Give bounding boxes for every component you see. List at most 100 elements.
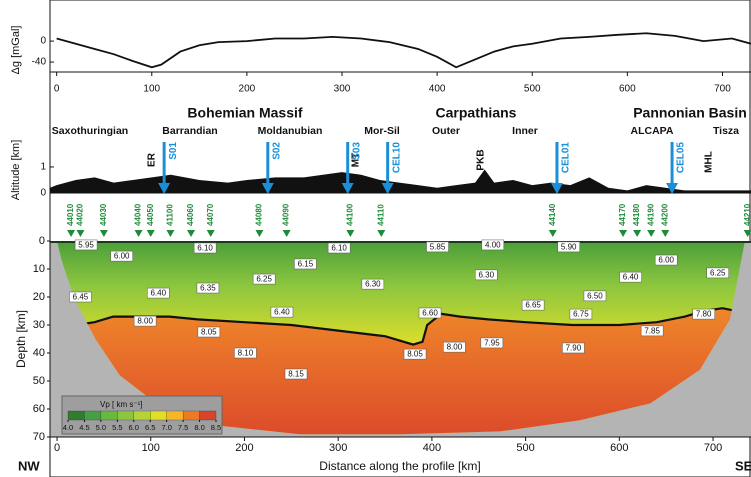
station-label: 44110: [376, 204, 385, 226]
colorbar-segment: [134, 411, 150, 420]
colorbar-segment: [101, 411, 117, 420]
station-marker: [255, 230, 263, 237]
velocity-label: 6.25: [256, 275, 272, 284]
feature-label: PKB: [476, 149, 487, 170]
station-label: 44090: [282, 203, 291, 226]
y-axis-label: Altitude [km]: [10, 140, 22, 201]
x-tick-label: 500: [516, 442, 534, 454]
feature-label: MHL: [704, 151, 715, 173]
station-marker: [76, 230, 84, 237]
velocity-label: 8.00: [447, 343, 463, 352]
station-marker: [377, 230, 385, 237]
velocity-label: 4.00: [485, 241, 501, 250]
y-tick-label: 0: [40, 188, 46, 199]
end-label: SE: [735, 458, 751, 473]
colorbar-tick-label: 6.0: [129, 423, 139, 432]
x-axis-label: Distance along the profile [km]: [319, 459, 480, 473]
station-marker: [619, 230, 627, 237]
x-tick-label: 300: [334, 84, 351, 95]
colorbar-tick-label: 4.0: [63, 423, 73, 432]
velocity-label: 8.05: [201, 328, 217, 337]
station-label: 44050: [146, 203, 155, 226]
gravity-line: [57, 33, 751, 67]
x-tick-label: 100: [143, 84, 160, 95]
y-tick-label: 0: [40, 36, 46, 47]
station-label: 44020: [76, 203, 85, 226]
velocity-label: 7.85: [644, 326, 660, 335]
velocity-label: 6.40: [623, 273, 639, 282]
colorbar-segment: [150, 411, 166, 420]
velocity-label: 8.00: [137, 317, 153, 326]
station-label: 44010: [66, 203, 75, 226]
station-label: 41100: [166, 204, 175, 226]
province-label: Bohemian Massif: [187, 105, 302, 121]
velocity-label: 6.00: [658, 256, 674, 265]
unit-label: ALCAPA: [631, 125, 674, 137]
unit-label: Mor-Sil: [364, 125, 400, 137]
colorbar-segment: [183, 411, 199, 420]
velocity-label: 6.10: [331, 244, 347, 253]
province-label: Pannonian Basin: [633, 105, 747, 121]
station-label: 44030: [99, 203, 108, 226]
y-tick-label: 70: [33, 431, 45, 443]
station-label: 44060: [186, 203, 195, 226]
velocity-label: 6.75: [573, 310, 589, 319]
velocity-label: 5.90: [561, 242, 577, 251]
velocity-label: 6.65: [525, 301, 541, 310]
y-tick-label: -40: [32, 57, 47, 68]
station-label: 44200: [660, 203, 669, 226]
station-marker: [283, 230, 291, 237]
province-label: Carpathians: [436, 105, 517, 121]
velocity-label: 6.30: [365, 280, 381, 289]
y-tick-label: 20: [33, 291, 45, 303]
station-label: 44100: [345, 203, 354, 226]
y-tick-label: 1: [40, 162, 46, 173]
unit-label: Barrandian: [162, 125, 217, 137]
unit-label: Outer: [432, 125, 460, 137]
velocity-label: 6.50: [587, 291, 603, 300]
x-tick-label: 400: [423, 442, 441, 454]
shot-label: CEL01: [561, 142, 572, 174]
velocity-label: 6.35: [200, 284, 216, 293]
station-marker: [346, 230, 354, 237]
colorbar-tick-label: 6.5: [145, 423, 155, 432]
colorbar-segment: [68, 411, 84, 420]
y-tick-label: 50: [33, 375, 45, 387]
station-marker: [187, 230, 195, 237]
station-label: 44040: [134, 203, 143, 226]
velocity-label: 6.00: [114, 252, 130, 261]
unit-label: Tisza: [713, 125, 739, 137]
velocity-label: 6.40: [150, 289, 166, 298]
station-label: 44180: [632, 203, 641, 226]
colorbar-segment: [167, 411, 183, 420]
unit-label: Inner: [512, 125, 538, 137]
station-label: 44080: [255, 203, 264, 226]
colorbar-tick-label: 5.0: [96, 423, 106, 432]
shot-label: CEL05: [676, 142, 687, 174]
velocity-label: 6.10: [197, 244, 213, 253]
y-tick-label: 10: [33, 263, 45, 275]
velocity-label: 8.05: [407, 350, 423, 359]
velocity-label: 6.40: [274, 308, 290, 317]
y-tick-label: 30: [33, 319, 45, 331]
station-marker: [100, 230, 108, 237]
station-marker: [661, 230, 669, 237]
x-tick-label: 0: [54, 442, 60, 454]
x-tick-label: 400: [429, 84, 446, 95]
station-label: 44210: [743, 203, 751, 226]
station-marker: [207, 230, 215, 237]
station-label: 44140: [548, 203, 557, 226]
y-axis-label: Δg [mGal]: [10, 26, 22, 75]
x-tick-label: 300: [329, 442, 347, 454]
y-axis-label: Depth [km]: [14, 310, 28, 368]
colorbar-segment: [200, 411, 216, 420]
velocity-label: 7.95: [484, 339, 500, 348]
colorbar-tick-label: 8.0: [194, 423, 204, 432]
velocity-label: 7.80: [696, 310, 712, 319]
y-tick-label: 0: [39, 235, 45, 247]
x-tick-label: 500: [524, 84, 541, 95]
colorbar-segment: [117, 411, 133, 420]
shot-label: S01: [168, 142, 179, 160]
colorbar-tick-label: 5.5: [112, 423, 122, 432]
y-tick-label: 60: [33, 403, 45, 415]
